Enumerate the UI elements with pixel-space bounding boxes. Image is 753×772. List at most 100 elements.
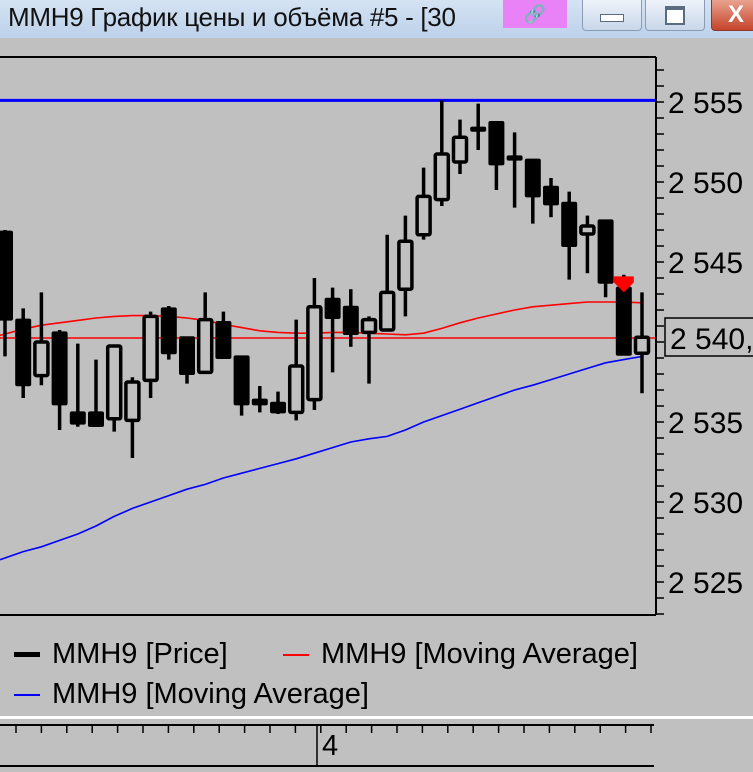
candle: [306, 278, 323, 410]
current-price-label: 2 540,: [670, 323, 753, 356]
candle-body-up: [415, 194, 432, 237]
candle-body-up: [287, 364, 305, 415]
candle: [287, 319, 305, 421]
candle: [251, 386, 268, 413]
candle-body-up: [33, 340, 50, 378]
price-chart[interactable]: 2 555 2 550 2 545 2 535 2 530 2 525 2 540,: [0, 38, 753, 628]
link-icon: 🔗: [523, 3, 547, 24]
candle: [324, 287, 341, 373]
candle: [579, 215, 596, 274]
candle-body-up: [306, 305, 323, 402]
legend-item-price: MMH9 [Price]: [14, 638, 228, 671]
legend-label: MMH9 [Moving Average]: [321, 638, 638, 670]
legend-item-ma-blue: MMH9 [Moving Average]: [14, 678, 369, 711]
candle-body-down: [15, 318, 32, 387]
candle: [524, 158, 541, 224]
legend-item-ma-red: MMH9 [Moving Average]: [283, 638, 638, 671]
candle-body-down: [543, 185, 559, 206]
candle-body-up: [196, 317, 214, 375]
candle: [561, 191, 578, 280]
y-axis-label: 2 550: [668, 167, 743, 200]
legend-label: MMH9 [Moving Average]: [52, 678, 369, 710]
candle-body-down: [524, 158, 541, 198]
candle-body-down: [561, 201, 578, 247]
legend-swatch: [14, 693, 40, 696]
candle: [51, 330, 68, 430]
candle-body-up: [378, 290, 396, 332]
candle-body-down: [597, 219, 614, 284]
candle-body-up: [451, 135, 469, 164]
candle: [470, 103, 487, 150]
legend-swatch: [14, 652, 40, 657]
candle-body-down: [251, 398, 268, 406]
candle-body-up: [105, 344, 123, 421]
candle: [543, 178, 559, 218]
candle: [488, 121, 505, 190]
candle: [88, 359, 104, 427]
divider: [0, 716, 753, 719]
candle: [506, 132, 523, 208]
candle: [124, 377, 141, 458]
time-axis-label: 4: [322, 730, 339, 762]
candle-body-down: [506, 155, 523, 161]
candle: [33, 292, 50, 386]
candle: [196, 292, 214, 375]
window-title: MMH9 График цены и объёма #5 - [30: [8, 2, 456, 32]
candle-body-down: [615, 286, 632, 356]
candle-body-down: [324, 297, 341, 319]
candle: [215, 311, 232, 359]
candle-body-up: [360, 317, 378, 335]
legend-swatch: [283, 653, 309, 656]
candle-body-down: [69, 411, 86, 425]
y-axis-label: 2 535: [668, 407, 743, 440]
candle-body-up: [433, 152, 451, 202]
candle-body-up: [579, 224, 596, 236]
candle-body-down: [179, 336, 195, 375]
candle: [0, 230, 13, 357]
candle: [160, 306, 177, 360]
candle-body-down: [470, 126, 487, 132]
candle-body-down: [160, 307, 177, 355]
candle-body-down: [270, 401, 286, 414]
candle-body-up: [633, 335, 651, 355]
legend-label: MMH9 [Price]: [52, 638, 228, 670]
y-axis-label: 2 555: [668, 87, 743, 120]
minimize-button[interactable]: [582, 0, 642, 31]
candle: [179, 336, 195, 384]
candle: [597, 219, 614, 298]
candle: [633, 292, 651, 394]
candle-body-down: [233, 355, 250, 406]
maximize-icon: [665, 5, 685, 25]
candle-body-down: [0, 230, 13, 321]
time-axis[interactable]: [0, 719, 753, 772]
candle-body-down: [88, 411, 104, 427]
minimize-icon: [600, 14, 624, 22]
sell-signal-marker: [613, 276, 634, 293]
link-button[interactable]: 🔗: [503, 0, 567, 28]
candle: [415, 167, 432, 240]
y-axis-label: 2 545: [668, 247, 743, 280]
candle-body-down: [488, 121, 505, 166]
close-button[interactable]: X: [711, 0, 753, 31]
candle: [451, 119, 469, 174]
candle: [15, 308, 32, 398]
y-axis-label: 2 530: [668, 487, 743, 520]
candle: [378, 234, 396, 332]
candle-body-down: [51, 331, 68, 406]
candle: [397, 215, 414, 317]
candle-body-down: [215, 321, 232, 359]
candle-body-up: [142, 314, 159, 383]
maximize-button[interactable]: [645, 0, 705, 31]
candle-body-down: [342, 305, 359, 335]
close-icon: X: [727, 1, 744, 28]
title-bar: MMH9 График цены и объёма #5 - [30 🔗 X: [0, 0, 753, 38]
candle: [433, 100, 451, 206]
candle: [142, 311, 159, 398]
candle-body-up: [124, 380, 141, 423]
candle: [233, 355, 250, 416]
candle: [69, 343, 86, 427]
candle: [342, 289, 359, 347]
current-price-box: [664, 317, 753, 357]
y-axis-label: 2 525: [668, 567, 743, 600]
candle: [105, 344, 123, 432]
